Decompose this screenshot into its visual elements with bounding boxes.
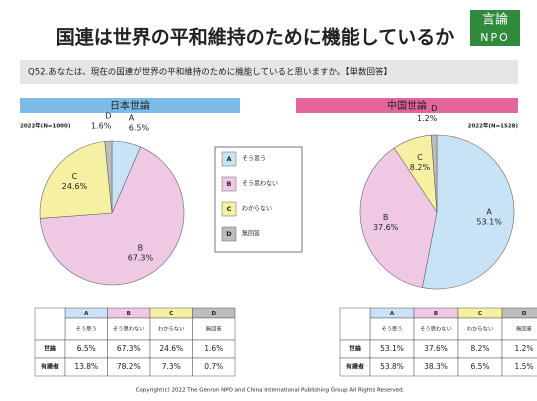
legend-key: D (226, 230, 232, 238)
slice-label: B (138, 243, 144, 252)
table-column-key: D (211, 311, 216, 317)
table-value: 53.1% (380, 344, 404, 353)
table-value: 53.8% (380, 362, 404, 371)
slice-value: 1.6% (91, 121, 112, 130)
table-corner (339, 307, 371, 341)
table-cell (501, 357, 537, 377)
pie-slice (39, 141, 113, 219)
legend-key: A (226, 155, 231, 163)
slice-label: C (72, 172, 78, 181)
slice-label: C (417, 153, 423, 162)
table-column-label: わからない (467, 326, 494, 333)
chart-title: 中国世論 (387, 99, 427, 112)
table-row-label: 有識者 (346, 363, 364, 371)
table-value: 37.6% (424, 344, 448, 353)
table-value: 78.2% (117, 362, 141, 371)
pie-slice (430, 134, 438, 213)
legend-label: わからない (242, 206, 272, 213)
slice-value: 8.2% (410, 163, 431, 172)
legend-label: そう思わない (242, 181, 278, 188)
legend-label: 無回答 (242, 230, 260, 238)
table-value: 8.2% (470, 344, 489, 353)
slice-value: 37.6% (373, 223, 399, 232)
table-column-label: 無回答 (206, 325, 223, 333)
table-column-key: B (127, 311, 131, 317)
copyright: Copyright(c) 2022 The Genron NPO and Chi… (136, 388, 405, 394)
table-row-label: 世論 (44, 345, 57, 353)
slice-label: A (129, 113, 135, 122)
slice-value: 24.6% (62, 182, 88, 191)
table-column-label: そう思う (381, 326, 402, 333)
table-row-label: 有識者 (41, 363, 59, 371)
table-column-key: A (84, 311, 89, 317)
table-value: 1.5% (514, 362, 533, 371)
chart-subtitle: 2022年(N=1528) (468, 122, 519, 130)
logo-text: NPO (480, 31, 510, 44)
table-column-label: 無回答 (516, 325, 533, 333)
legend-swatch (221, 201, 237, 217)
table-cell (192, 357, 236, 377)
slice-label: A (486, 208, 492, 217)
slice-value: 67.3% (128, 253, 154, 262)
legend-label: そう思う (242, 156, 266, 163)
table-value: 1.6% (204, 344, 223, 353)
table-column-key: B (434, 311, 438, 317)
slice-value: 6.5% (129, 123, 150, 132)
table-column-label: そう思う (76, 326, 97, 333)
table-value: 6.5% (77, 344, 96, 353)
table-value: 0.7% (204, 362, 223, 371)
table-value: 6.5% (470, 362, 489, 371)
table-value: 13.8% (74, 362, 98, 371)
table-corner (34, 307, 66, 341)
legend-swatch (221, 226, 237, 242)
legend-key: B (227, 180, 232, 188)
legend-key: C (227, 205, 232, 213)
chart-title: 日本世論 (110, 99, 150, 112)
table-row-label: 世論 (349, 345, 362, 353)
table-column-label: そう思わない (113, 326, 145, 333)
pie-slice (359, 147, 438, 288)
table-value: 67.3% (117, 344, 141, 353)
pie-slice (104, 140, 113, 214)
table-value: 1.2% (514, 344, 533, 353)
chart-subtitle: 2022年(N=1000) (20, 122, 71, 130)
slide-title: 国連は世界の平和維持のために機能しているか (56, 26, 454, 49)
slice-label: D (105, 111, 111, 120)
question-box (20, 60, 518, 84)
table-value: 38.3% (424, 362, 448, 371)
table-column-label: そう思わない (420, 326, 452, 333)
slice-value: 1.2% (417, 114, 438, 123)
table-column-key: C (478, 311, 482, 317)
pie-slice (39, 146, 185, 286)
table-column-key: D (522, 311, 527, 317)
slice-label: D (431, 104, 437, 113)
table-column-key: A (390, 311, 395, 317)
table-value: 24.6% (159, 344, 183, 353)
legend-swatch (221, 151, 237, 167)
slice-label: B (383, 213, 389, 222)
table-column-key: C (169, 311, 173, 317)
table-value: 7.3% (162, 362, 181, 371)
table-column-label: わからない (158, 326, 185, 333)
legend-swatch (221, 176, 237, 192)
table-header-cell (501, 307, 537, 319)
question: Q52.あなたは、現在の国連が世界の平和維持のために機能していると思いますか。【… (28, 67, 392, 78)
section-bar (296, 98, 518, 113)
pie-slice (421, 134, 515, 290)
section-bar (20, 98, 240, 113)
logo-box (470, 10, 520, 46)
logo-text: 言論 (482, 12, 508, 28)
slice-value: 53.1% (476, 218, 502, 227)
